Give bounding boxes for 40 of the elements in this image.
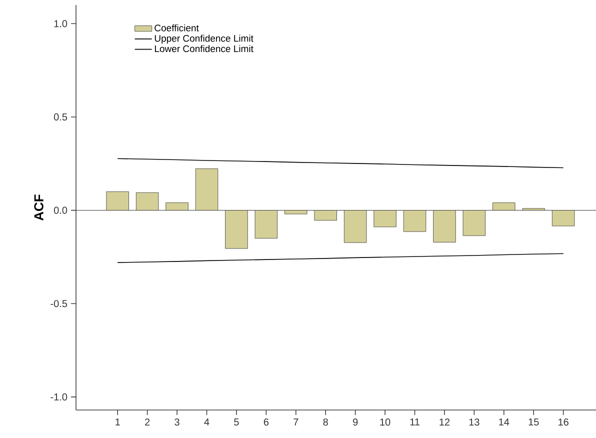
bar <box>492 202 516 210</box>
x-tick-label: 1 <box>116 418 120 426</box>
x-tick-label: 15 <box>528 418 539 426</box>
x-tick-label: 8 <box>323 418 328 426</box>
bar <box>136 192 159 210</box>
x-tick-label: 13 <box>469 418 480 426</box>
bar <box>166 202 188 210</box>
x-tick-label: 2 <box>145 418 150 426</box>
bar <box>344 210 367 243</box>
bar <box>462 210 486 236</box>
x-tick-label: 11 <box>410 418 420 426</box>
x-tick-label: 9 <box>353 418 358 426</box>
bar <box>552 210 575 226</box>
y-tick-label: 0.5 <box>54 113 68 121</box>
bar <box>225 210 248 249</box>
bar <box>254 210 278 238</box>
x-tick-label: 4 <box>204 418 210 426</box>
x-tick-label: 5 <box>234 418 239 426</box>
y-tick-label: -0.5 <box>50 300 68 308</box>
bar <box>374 210 396 228</box>
legend-label: Upper Confidence Limit <box>154 34 254 44</box>
bar <box>433 210 456 242</box>
x-tick-label: 12 <box>440 418 450 426</box>
legend-label: Lower Confidence Limit <box>154 45 254 52</box>
x-tick-label: 7 <box>294 418 298 426</box>
x-tick-label: 3 <box>174 418 180 426</box>
bar <box>106 191 129 210</box>
bar <box>403 210 426 232</box>
x-tick-label: 16 <box>558 418 568 426</box>
bar <box>314 210 337 221</box>
x-tick-label: 14 <box>499 418 510 426</box>
bar <box>195 168 218 210</box>
y-tick-label: 0.0 <box>54 206 68 214</box>
y-axis-title: ACF <box>34 194 44 221</box>
x-tick-label: 6 <box>264 418 269 426</box>
y-tick-label: -1.0 <box>50 393 68 400</box>
bar <box>284 210 308 214</box>
legend-label: Coefficient <box>154 24 199 32</box>
y-tick-label: 1.0 <box>54 20 68 28</box>
x-tick-label: 10 <box>380 418 390 426</box>
